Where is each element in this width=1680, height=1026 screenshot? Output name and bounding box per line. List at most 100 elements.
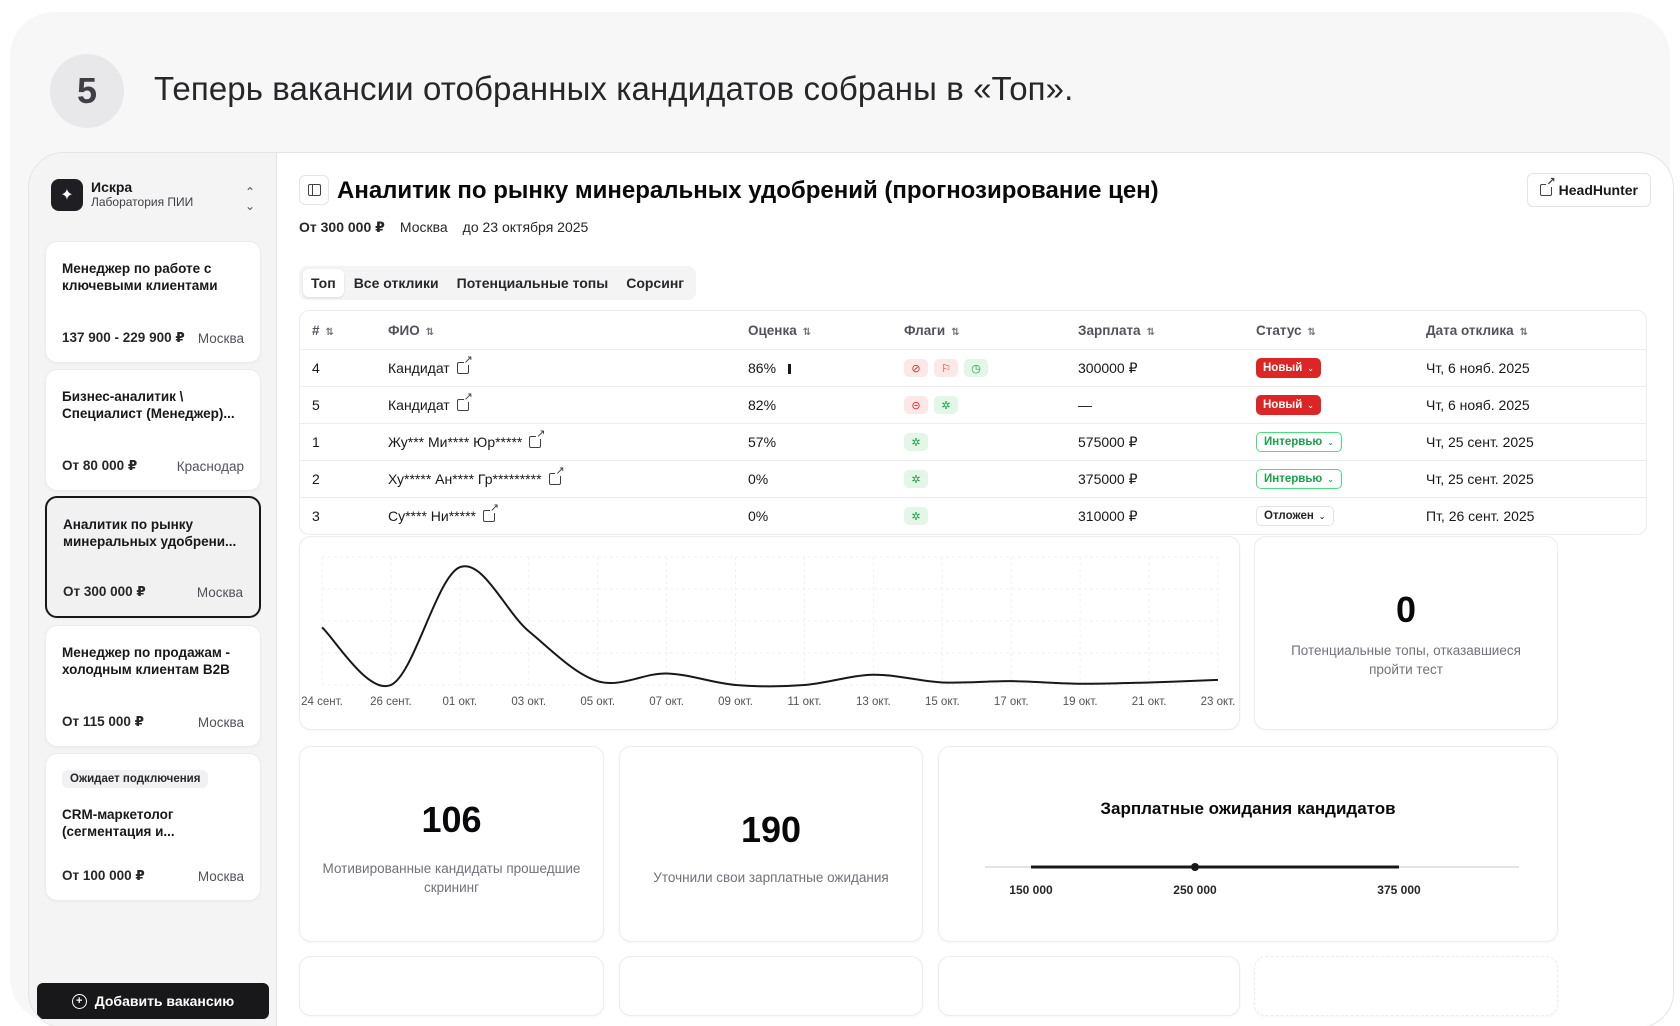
x-tick-label: 01 окт. (442, 696, 477, 708)
tab-potential-tops[interactable]: Потенциальные топы (456, 275, 609, 291)
table-row[interactable]: 1 Жу*** Ми**** Юр***** 57% ✲ 575000 ₽ Ин… (300, 423, 1646, 460)
external-link-icon[interactable] (482, 503, 499, 522)
sparkle-flag-icon: ✲ (904, 433, 928, 452)
job-title: Аналитик по рынку минеральных удобрений … (337, 177, 1159, 204)
column-header-status[interactable]: Статус ⇅ (1256, 322, 1316, 338)
row-num: 2 (312, 471, 320, 487)
main-content: Аналитик по рынку минеральных удобрений … (277, 153, 1673, 1026)
column-header-salary[interactable]: Зарплата ⇅ (1078, 322, 1155, 338)
candidate-score: 86% (748, 360, 777, 376)
sidebar-toggle-button[interactable] (299, 175, 329, 205)
status-dropdown[interactable]: Новый ⌄ (1256, 395, 1321, 415)
search-flag-icon: ⊝ (904, 396, 928, 415)
table-header: # ⇅ ФИО ⇅ Оценка ⇅ Флаги ⇅ Зарплата ⇅ Статус ⇅… (300, 311, 1646, 349)
external-link-icon[interactable] (456, 392, 473, 411)
table-row[interactable]: 4 Кандидат 86% ⊘ ⚐ ◷ 300000 ₽ Новый⌄ Чт, 6… (300, 349, 1646, 386)
job-card-title: Менеджер по продажам - холодным клиентам… (62, 645, 231, 677)
clarified-card: 190 Уточнили свои зарплатные ожидания (619, 746, 923, 942)
status-dropdown[interactable]: Интервью ⌄ (1256, 469, 1342, 489)
candidate-name: Су**** Ни***** (388, 508, 476, 524)
job-card-city: Краснодар (176, 459, 244, 474)
job-card[interactable]: Менеджер по продажам - холодным клиентам… (45, 625, 261, 747)
job-card-active[interactable]: Аналитик по рынку минеральных удобрени..… (45, 496, 261, 618)
candidate-salary: 310000 ₽ (1078, 507, 1138, 524)
headhunter-link-button[interactable]: HeadHunter (1526, 173, 1651, 207)
job-card-city: Москва (197, 331, 244, 346)
job-card[interactable]: Ожидает подключения CRM-маркетолог (сегм… (45, 753, 261, 901)
salary-expectations-title: Зарплатные ожидания кандидатов (1100, 799, 1396, 818)
response-date: Чт, 6 нояб. 2025 (1426, 360, 1530, 376)
chevron-down-icon: ⌄ (1318, 511, 1326, 521)
status-dropdown[interactable]: Новый ⌄ (1256, 358, 1321, 378)
external-link-icon[interactable] (529, 429, 546, 448)
job-card[interactable]: Бизнес-аналитик \ Специалист (Менеджер).… (45, 369, 261, 491)
sparkle-flag-icon: ✲ (934, 396, 958, 415)
sort-icon: ⇅ (1146, 326, 1155, 338)
response-date: Чт, 6 нояб. 2025 (1426, 397, 1530, 413)
stat-card (1254, 956, 1558, 1016)
column-header-score[interactable]: Оценка ⇅ (748, 322, 812, 338)
chevron-updown-icon: ⌃ ⌄ (244, 185, 255, 213)
candidate-score: 57% (748, 434, 777, 450)
clarified-label: Уточнили свои зарплатные ожидания (653, 870, 889, 885)
responses-chart-card: 24 сент. 26 сент. 01 окт. 03 окт. 05 окт. 07 … (299, 536, 1240, 730)
job-deadline: до 23 октября 2025 (462, 219, 589, 235)
salary-min-label: 150 000 (1009, 883, 1053, 897)
column-header-flags[interactable]: Флаги ⇅ (904, 322, 960, 338)
column-header-name[interactable]: ФИО ⇅ (388, 322, 435, 338)
job-meta: От 300 000 ₽ Москва до 23 октября 2025 (299, 219, 588, 236)
job-card-title: Бизнес-аналитик \ Специалист (Менеджер).… (62, 389, 235, 421)
motivated-card: 106 Мотивированные кандидаты прошедшие с… (299, 746, 604, 942)
job-card-city: Москва (197, 869, 244, 884)
job-card-salary: 137 900 - 229 900 ₽ (62, 330, 185, 345)
stat-card (619, 956, 923, 1016)
candidate-salary: 300000 ₽ (1078, 359, 1138, 376)
column-header-date[interactable]: Дата отклика ⇅ (1426, 322, 1528, 338)
salary-median-label: 250 000 (1173, 883, 1217, 897)
connection-pending-badge: Ожидает подключения (62, 770, 209, 788)
tab-all-responses[interactable]: Все отклики (353, 275, 439, 291)
table-row[interactable]: 3 Су**** Ни***** 0% ✲ 310000 ₽ Отложен⌄ … (300, 497, 1646, 534)
refused-tops-card: 0 Потенциальные топы, отказавшиеся пройт… (1254, 536, 1558, 730)
motivated-label: Мотивированные кандидаты прошедшие скрин… (322, 861, 581, 895)
external-link-icon[interactable] (456, 355, 473, 374)
sidebar: ✦ Искра Лаборатория ПИИ ⌃ ⌄ Менеджер по р… (29, 153, 277, 1026)
candidates-table: # ⇅ ФИО ⇅ Оценка ⇅ Флаги ⇅ Зарплата ⇅ Статус ⇅… (299, 310, 1647, 535)
status-dropdown[interactable]: Интервью ⌄ (1256, 432, 1342, 452)
panel-left-icon (307, 184, 321, 196)
job-card[interactable]: Менеджер по работе с ключевыми клиентами… (45, 241, 261, 363)
row-num: 3 (312, 508, 320, 524)
tab-sourcing[interactable]: Сорсинг (626, 275, 685, 291)
external-link-icon (1539, 177, 1556, 196)
external-link-icon[interactable] (548, 466, 565, 485)
x-tick-label: 24 сент. (301, 696, 343, 708)
org-switcher[interactable]: ✦ Искра Лаборатория ПИИ ⌃ ⌄ (51, 175, 257, 215)
column-header-num[interactable]: # ⇅ (312, 322, 334, 338)
job-card-salary: От 80 000 ₽ (62, 458, 138, 473)
job-card-title: Менеджер по работе с ключевыми клиентами (62, 261, 218, 293)
sort-icon: ⇅ (1519, 326, 1528, 338)
table-row[interactable]: 5 Кандидат 82% ⊝ ✲ — Новый⌄ Чт, 6 нояб. 2… (300, 386, 1646, 423)
add-vacancy-button[interactable]: + Добавить вакансию (37, 983, 269, 1019)
tabs: Топ Все отклики Потенциальные топы Сорси… (299, 266, 697, 300)
candidate-name: Кандидат (388, 397, 450, 413)
refused-tops-label: Потенциальные топы, отказавшиеся пройти … (1291, 643, 1521, 677)
chevron-down-icon: ⌄ (1327, 474, 1334, 484)
salary-expectations-card: Зарплатные ожидания кандидатов 150 000 2… (938, 746, 1558, 942)
step-container: 5 Теперь вакансии отобранных кандидатов … (10, 12, 1674, 1026)
org-subtitle: Лаборатория ПИИ (91, 195, 194, 209)
tab-top[interactable]: Топ (303, 269, 344, 297)
job-card-title: Аналитик по рынку минеральных удобрени..… (63, 517, 237, 549)
job-salary: От 300 000 ₽ (299, 219, 385, 235)
response-date: Чт, 25 сент. 2025 (1426, 471, 1534, 487)
x-tick-label: 15 окт. (925, 696, 960, 708)
x-tick-label: 09 окт. (718, 696, 753, 708)
table-row[interactable]: 2 Ху***** Ан**** Гр********* 0% ✲ 375000… (300, 460, 1646, 497)
job-card-title: CRM-маркетолог (сегментация и... (62, 807, 175, 839)
headhunter-label: HeadHunter (1558, 182, 1638, 198)
x-tick-label: 17 окт. (994, 696, 1029, 708)
flag-icon: ⚐ (934, 359, 958, 378)
x-tick-label: 23 окт. (1201, 696, 1236, 708)
row-num: 1 (312, 434, 320, 450)
status-dropdown[interactable]: Отложен ⌄ (1256, 506, 1334, 526)
